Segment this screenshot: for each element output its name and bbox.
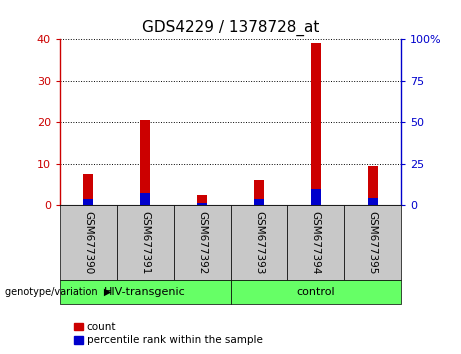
Legend: count, percentile rank within the sample: count, percentile rank within the sample bbox=[74, 322, 263, 345]
Bar bbox=[311, 189, 321, 205]
Text: control: control bbox=[296, 287, 335, 297]
Text: GSM677390: GSM677390 bbox=[83, 211, 94, 274]
Bar bbox=[197, 203, 207, 205]
Bar bbox=[254, 181, 264, 205]
Text: GSM677395: GSM677395 bbox=[367, 211, 378, 274]
Bar bbox=[83, 200, 94, 205]
Bar bbox=[254, 199, 264, 205]
Bar bbox=[367, 166, 378, 205]
Bar bbox=[83, 174, 94, 205]
Text: genotype/variation  ▶: genotype/variation ▶ bbox=[5, 287, 111, 297]
Text: GSM677394: GSM677394 bbox=[311, 211, 321, 274]
Bar bbox=[197, 195, 207, 205]
Bar bbox=[140, 120, 150, 205]
Bar bbox=[140, 193, 150, 205]
Text: GSM677392: GSM677392 bbox=[197, 211, 207, 274]
Bar bbox=[311, 43, 321, 205]
Text: GSM677393: GSM677393 bbox=[254, 211, 264, 274]
Text: GSM677391: GSM677391 bbox=[140, 211, 150, 274]
Text: HIV-transgenic: HIV-transgenic bbox=[104, 287, 186, 297]
Bar bbox=[367, 198, 378, 205]
Title: GDS4229 / 1378728_at: GDS4229 / 1378728_at bbox=[142, 20, 319, 36]
